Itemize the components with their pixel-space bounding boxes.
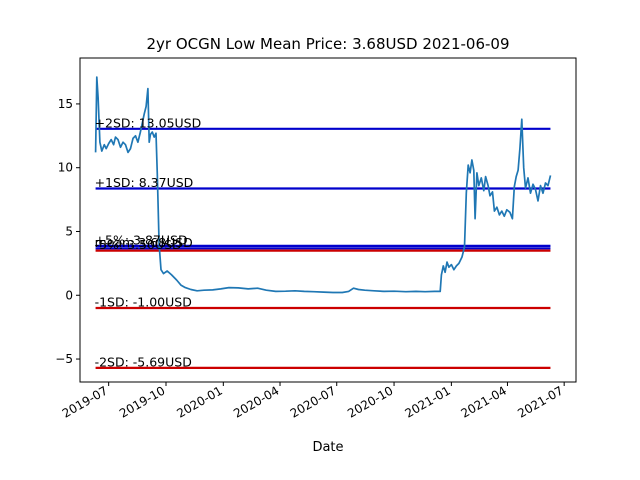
x-tick-label-5: 2020-10 xyxy=(345,383,395,420)
reference-line-label-0: +2SD: 13.05USD xyxy=(95,115,202,130)
reference-line-label-4: -5%: 3.50USD xyxy=(95,237,182,252)
x-tick-label-0: 2019-07 xyxy=(60,383,110,420)
x-axis-label: Date xyxy=(312,440,343,455)
plot-frame xyxy=(79,57,577,383)
x-axis: 2019-07 2019-10 2020-01 2020-04 2020-07 2020-… xyxy=(60,382,566,421)
x-tick-label-6: 2021-01 xyxy=(402,383,452,420)
y-tick-label-0: −5 xyxy=(55,352,73,366)
reference-line-label-3: mean: 3.68USD xyxy=(95,235,193,250)
reference-line-label-6: -2SD: -5.69USD xyxy=(95,354,192,369)
plot-area: +2SD: 13.05USD +1SD: 8.37USD +5%: 3.87USDm… xyxy=(79,57,577,383)
price-series-line xyxy=(94,76,552,294)
y-axis: −5 0 5 10 15 xyxy=(55,97,80,366)
reference-line-label-5: -1SD: -1.00USD xyxy=(95,295,192,310)
reference-line-labels: +2SD: 13.05USD +1SD: 8.37USD +5%: 3.87USDm… xyxy=(95,115,202,369)
reference-line-label-2: +5%: 3.87USD xyxy=(95,232,188,247)
reference-lines xyxy=(95,127,551,369)
x-tick-label-4: 2020-07 xyxy=(288,383,338,420)
reference-line-label-1: +1SD: 8.37USD xyxy=(95,175,194,190)
x-tick-label-7: 2021-04 xyxy=(459,383,509,420)
x-tick-label-8: 2021-07 xyxy=(515,383,565,420)
y-tick-label-1: 0 xyxy=(65,288,73,302)
chart-title: 2yr OCGN Low Mean Price: 3.68USD 2021-06… xyxy=(147,35,510,53)
y-tick-label-4: 15 xyxy=(58,97,73,111)
x-tick-label-2: 2020-01 xyxy=(174,383,224,420)
plot-background xyxy=(80,58,576,382)
x-tick-label-3: 2020-04 xyxy=(231,383,281,420)
y-tick-label-2: 5 xyxy=(65,224,73,238)
y-tick-label-3: 10 xyxy=(58,161,73,175)
x-tick-label-1: 2019-10 xyxy=(117,383,167,420)
